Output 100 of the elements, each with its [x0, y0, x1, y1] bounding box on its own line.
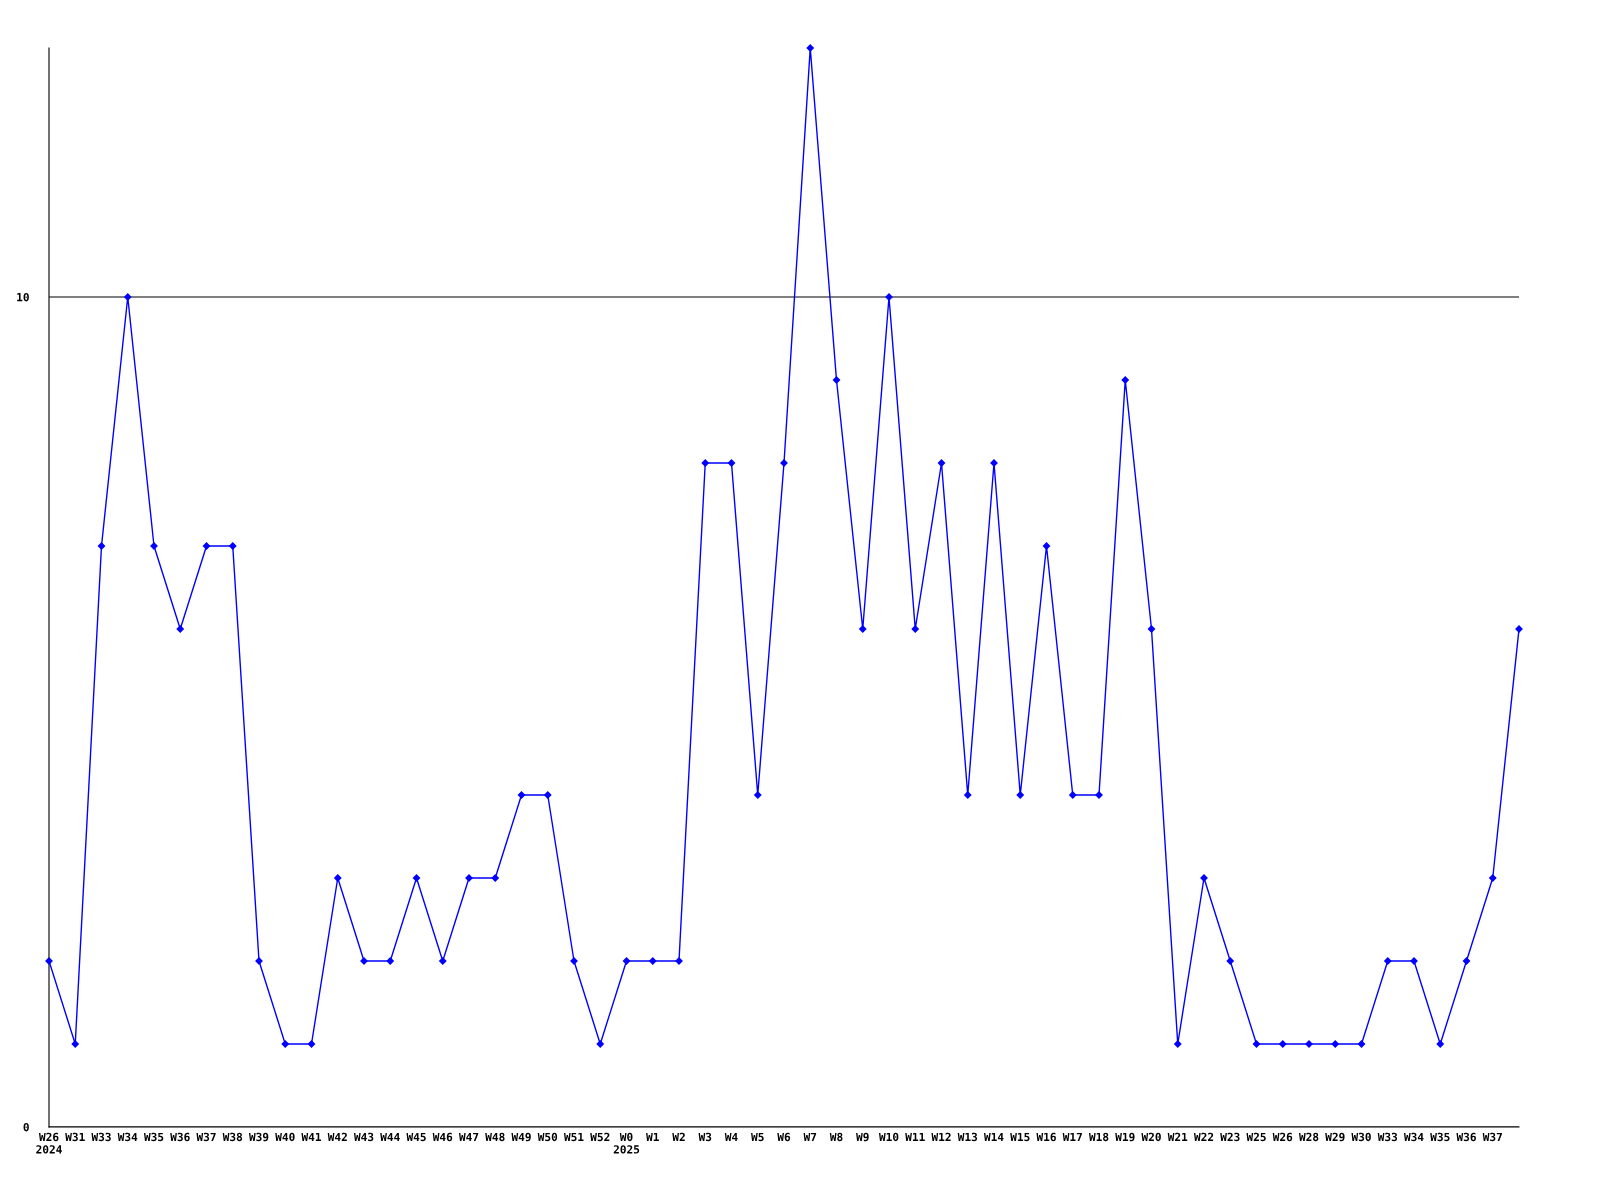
x-tick-label: W25 [1246, 1132, 1266, 1142]
point [202, 542, 211, 550]
point [1489, 874, 1497, 882]
point [281, 1040, 289, 1048]
point [97, 542, 106, 550]
x-tick-label: W38 [222, 1132, 243, 1142]
x-tick-label: W52 [590, 1132, 610, 1142]
point [1331, 1040, 1339, 1048]
point [806, 44, 814, 52]
x-tick-label: W36 [170, 1132, 190, 1142]
point [649, 957, 657, 965]
x-tick-label: W43 [353, 1132, 374, 1142]
x-tick-label: W1 [646, 1132, 659, 1141]
x-tick-label: W34 [1403, 1132, 1424, 1142]
point [937, 459, 946, 467]
point [544, 791, 552, 799]
x-tick-label: W40 [275, 1132, 295, 1142]
x-tick-label: W8 [829, 1132, 843, 1142]
y-tick-label: 0 [23, 1122, 29, 1132]
point [1174, 1040, 1182, 1048]
x-tick-label: W18 [1088, 1132, 1109, 1142]
x-tick-label: W33 [1377, 1132, 1398, 1142]
point [491, 874, 499, 882]
point [1016, 791, 1024, 799]
x-tick-label: W5 [751, 1132, 764, 1142]
point [1147, 625, 1156, 633]
x-tick-label: W2 [672, 1132, 685, 1141]
x-tick-label: W10 [878, 1132, 899, 1142]
x-tick-label: W46 [432, 1132, 453, 1142]
point [386, 957, 394, 965]
point [1121, 376, 1129, 384]
x-tick-label: W26 2024 [36, 1132, 62, 1154]
point [176, 625, 184, 633]
x-tick-label: W44 [380, 1132, 400, 1141]
point [334, 874, 342, 882]
x-tick-label: W29 [1325, 1132, 1345, 1142]
point [307, 1040, 316, 1048]
point [754, 791, 762, 799]
x-tick-label: W9 [856, 1132, 869, 1142]
point [1384, 957, 1392, 965]
x-tick-label: W36 [1456, 1132, 1476, 1142]
point [832, 376, 841, 384]
x-tick-label: W0 2025 [613, 1132, 640, 1154]
x-tick-label: W34 [117, 1132, 138, 1142]
x-tick-label: W42 [327, 1132, 347, 1141]
point [701, 459, 709, 467]
x-tick-label: W12 [931, 1132, 951, 1141]
x-tick-label: W51 [563, 1132, 584, 1142]
point [964, 791, 972, 799]
point [1042, 542, 1051, 550]
point [71, 1040, 79, 1048]
x-tick-label: W14 [983, 1132, 1004, 1141]
point [1279, 1040, 1287, 1048]
x-tick-label: W21 [1167, 1132, 1188, 1141]
x-tick-label: W26 [1272, 1132, 1293, 1142]
x-tick-label: W28 [1298, 1132, 1319, 1142]
x-tick-label: W30 [1351, 1132, 1371, 1142]
y-tick-label: 10 [17, 292, 29, 302]
x-tick-label: W7 [803, 1132, 817, 1141]
x-tick-label: W11 [905, 1132, 925, 1141]
point [1226, 957, 1234, 965]
x-tick-label: W49 [511, 1132, 531, 1142]
x-tick-label: W15 [1010, 1132, 1030, 1142]
x-tick-label: W45 [406, 1132, 426, 1142]
x-tick-label: W47 [458, 1132, 479, 1141]
point [1357, 1040, 1366, 1048]
point [911, 625, 919, 633]
point [1462, 957, 1471, 965]
point [124, 293, 132, 301]
point [1252, 1040, 1261, 1048]
x-tick-label: W4 [724, 1132, 738, 1141]
point [596, 1040, 604, 1048]
point [412, 874, 421, 882]
x-tick-label: W35 [1430, 1132, 1450, 1142]
point [727, 459, 736, 467]
point [1069, 791, 1077, 799]
x-tick-label: W37 [196, 1132, 216, 1142]
x-tick-label: W19 [1115, 1132, 1135, 1142]
point [859, 625, 867, 633]
point [1436, 1040, 1444, 1048]
point [229, 542, 237, 550]
point [622, 957, 631, 965]
x-tick-label: W22 [1193, 1132, 1214, 1141]
x-tick-label: W37 [1482, 1132, 1502, 1142]
x-tick-label: W50 [537, 1132, 558, 1142]
x-tick-label: W23 [1220, 1132, 1240, 1142]
x-tick-label: W3 [698, 1132, 712, 1142]
x-tick-label: W6 [777, 1132, 791, 1142]
x-tick-label: W33 [91, 1132, 111, 1142]
x-tick-label: W17 [1062, 1132, 1082, 1141]
point [439, 957, 447, 965]
x-tick-label: W13 [957, 1132, 978, 1142]
x-tick-label: W39 [248, 1132, 269, 1142]
x-tick-label: W41 [301, 1132, 321, 1141]
point [517, 791, 526, 799]
x-tick-label: W20 [1141, 1132, 1161, 1142]
x-tick-label: W16 [1036, 1132, 1056, 1142]
x-tick-label: W31 [65, 1132, 85, 1142]
x-tick-label: W35 [143, 1132, 164, 1142]
x-tick-label: W48 [485, 1132, 505, 1142]
